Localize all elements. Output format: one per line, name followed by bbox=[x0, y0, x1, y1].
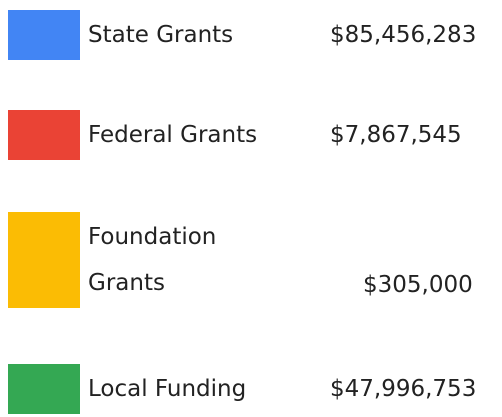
legend-item: Federal Grants $7,867,545 bbox=[0, 110, 502, 160]
item-amount: $85,456,283 bbox=[330, 22, 477, 48]
item-amount: $7,867,545 bbox=[330, 122, 462, 148]
color-swatch bbox=[8, 212, 80, 308]
color-swatch bbox=[8, 10, 80, 60]
legend-item: Foundation Grants $305,000 bbox=[0, 212, 502, 308]
item-amount: $305,000 bbox=[363, 272, 473, 298]
item-label: Foundation Grants bbox=[88, 224, 217, 296]
color-swatch bbox=[8, 364, 80, 414]
item-label: State Grants bbox=[88, 22, 234, 48]
legend-item: Local Funding $47,996,753 bbox=[0, 364, 502, 414]
color-swatch bbox=[8, 110, 80, 160]
legend-item: State Grants $85,456,283 bbox=[0, 10, 502, 60]
item-label: Local Funding bbox=[88, 376, 247, 402]
item-amount: $47,996,753 bbox=[330, 376, 477, 402]
item-label: Federal Grants bbox=[88, 122, 258, 148]
